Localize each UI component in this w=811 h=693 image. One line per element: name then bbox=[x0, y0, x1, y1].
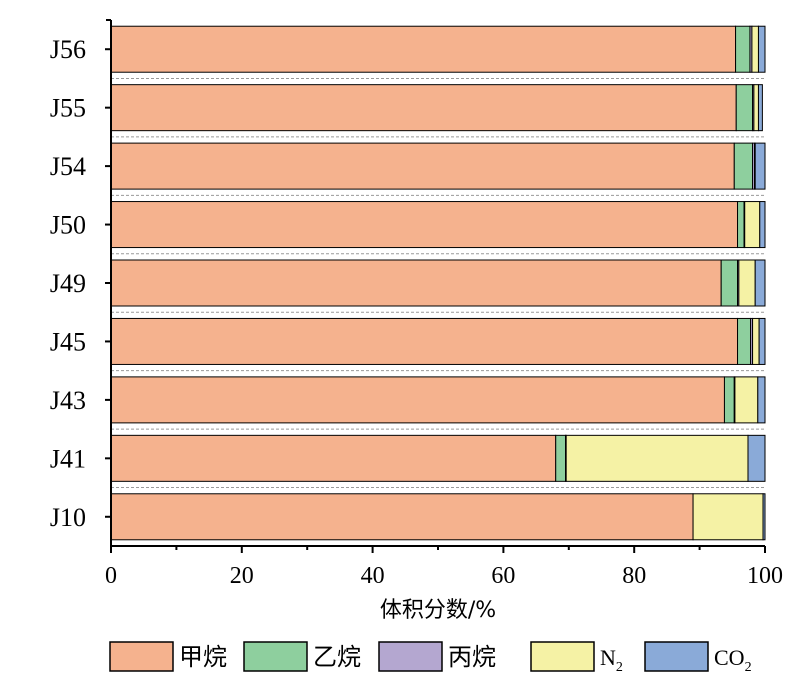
bar-segment-J49-甲烷 bbox=[110, 259, 722, 307]
x-tick-label: 60 bbox=[491, 563, 515, 589]
legend-item: 丙烷 bbox=[378, 641, 496, 672]
x-tick-label: 100 bbox=[747, 563, 783, 589]
y-tick-labels: J56 J55 J54 J50 J49 J45 J43 J41 J10 bbox=[50, 35, 86, 532]
legend-item: 乙烷 bbox=[243, 641, 361, 672]
bar-segment-J43-N2 bbox=[734, 376, 759, 424]
bar-segment-J43-CO2 bbox=[757, 376, 766, 424]
legend-label-subscript: 2 bbox=[745, 660, 752, 675]
y-tick-label: J43 bbox=[50, 386, 86, 415]
x-tick-label: 0 bbox=[105, 563, 117, 589]
bar-segment-J56-CO2 bbox=[757, 25, 766, 73]
x-axis-title: 体积分数/% bbox=[380, 598, 496, 623]
bar-segment-J55-N2 bbox=[753, 84, 759, 132]
y-tick-label: J41 bbox=[50, 444, 86, 473]
legend-label: 甲烷 bbox=[179, 643, 227, 671]
row-separators bbox=[111, 77, 765, 489]
bar-segment-J55-甲烷 bbox=[110, 84, 737, 132]
legend-item: 甲烷 bbox=[109, 641, 227, 672]
bar-segment-J49-N2 bbox=[738, 259, 756, 307]
bar-segment-J56-N2 bbox=[751, 25, 759, 73]
y-tick-label: J56 bbox=[50, 35, 86, 64]
y-tick-label: J55 bbox=[50, 94, 86, 123]
bar-segment-J50-N2 bbox=[744, 201, 761, 249]
legend-label: N2 bbox=[600, 645, 623, 675]
bar-segment-J41-甲烷 bbox=[110, 434, 557, 482]
bar-segment-J45-甲烷 bbox=[110, 317, 739, 365]
legend-item: CO2 bbox=[644, 641, 752, 675]
x-tick-label: 80 bbox=[622, 563, 646, 589]
bar-segment-J10-CO2 bbox=[762, 493, 766, 541]
bars bbox=[110, 25, 766, 541]
bar-segment-J50-甲烷 bbox=[110, 201, 739, 249]
bar-segment-J55-乙烷 bbox=[735, 84, 754, 132]
legend-swatch bbox=[378, 641, 443, 672]
bar-segment-J54-甲烷 bbox=[110, 142, 735, 190]
y-tick-label: J10 bbox=[50, 503, 86, 532]
bar-segment-J41-乙烷 bbox=[555, 434, 567, 482]
legend: 甲烷 乙烷 丙烷 N2 CO2 bbox=[109, 641, 752, 675]
bar-segment-J10-甲烷 bbox=[110, 493, 694, 541]
bar-segment-J45-CO2 bbox=[758, 317, 766, 365]
x-tick-labels: 0 20 40 60 80 100 bbox=[105, 563, 783, 589]
bar-segment-J50-乙烷 bbox=[737, 201, 745, 249]
legend-swatch bbox=[530, 641, 595, 672]
legend-label: CO2 bbox=[714, 645, 752, 675]
bar-segment-J45-N2 bbox=[752, 317, 760, 365]
bar-segment-J41-N2 bbox=[565, 434, 749, 482]
legend-swatch bbox=[109, 641, 174, 672]
bar-segment-J41-CO2 bbox=[747, 434, 766, 482]
legend-swatch bbox=[644, 641, 709, 672]
x-tick-label: 40 bbox=[361, 563, 385, 589]
bar-segment-J50-CO2 bbox=[759, 201, 766, 249]
bar-segment-J54-CO2 bbox=[754, 142, 766, 190]
legend-label-subscript: 2 bbox=[616, 660, 623, 675]
y-tick-label: J50 bbox=[50, 211, 86, 240]
bar-segment-J49-CO2 bbox=[754, 259, 766, 307]
bar-segment-J56-乙烷 bbox=[735, 25, 751, 73]
legend-item: N2 bbox=[530, 641, 623, 675]
bar-segment-J56-甲烷 bbox=[110, 25, 737, 73]
bar-segment-J43-乙烷 bbox=[723, 376, 735, 424]
legend-label: 乙烷 bbox=[313, 643, 361, 671]
legend-label: 丙烷 bbox=[448, 643, 496, 671]
bar-segment-J45-乙烷 bbox=[737, 317, 752, 365]
bar-segment-J55-CO2 bbox=[757, 84, 763, 132]
x-tick-label: 20 bbox=[230, 563, 254, 589]
y-tick-label: J49 bbox=[50, 269, 86, 298]
bar-segment-J54-乙烷 bbox=[733, 142, 754, 190]
y-tick-label: J45 bbox=[50, 327, 86, 356]
legend-swatch bbox=[243, 641, 308, 672]
y-tick-label: J54 bbox=[50, 152, 86, 181]
bar-segment-J43-甲烷 bbox=[110, 376, 725, 424]
bar-segment-J49-乙烷 bbox=[720, 259, 739, 307]
bar-segment-J10-N2 bbox=[692, 493, 764, 541]
axes bbox=[105, 19, 766, 553]
